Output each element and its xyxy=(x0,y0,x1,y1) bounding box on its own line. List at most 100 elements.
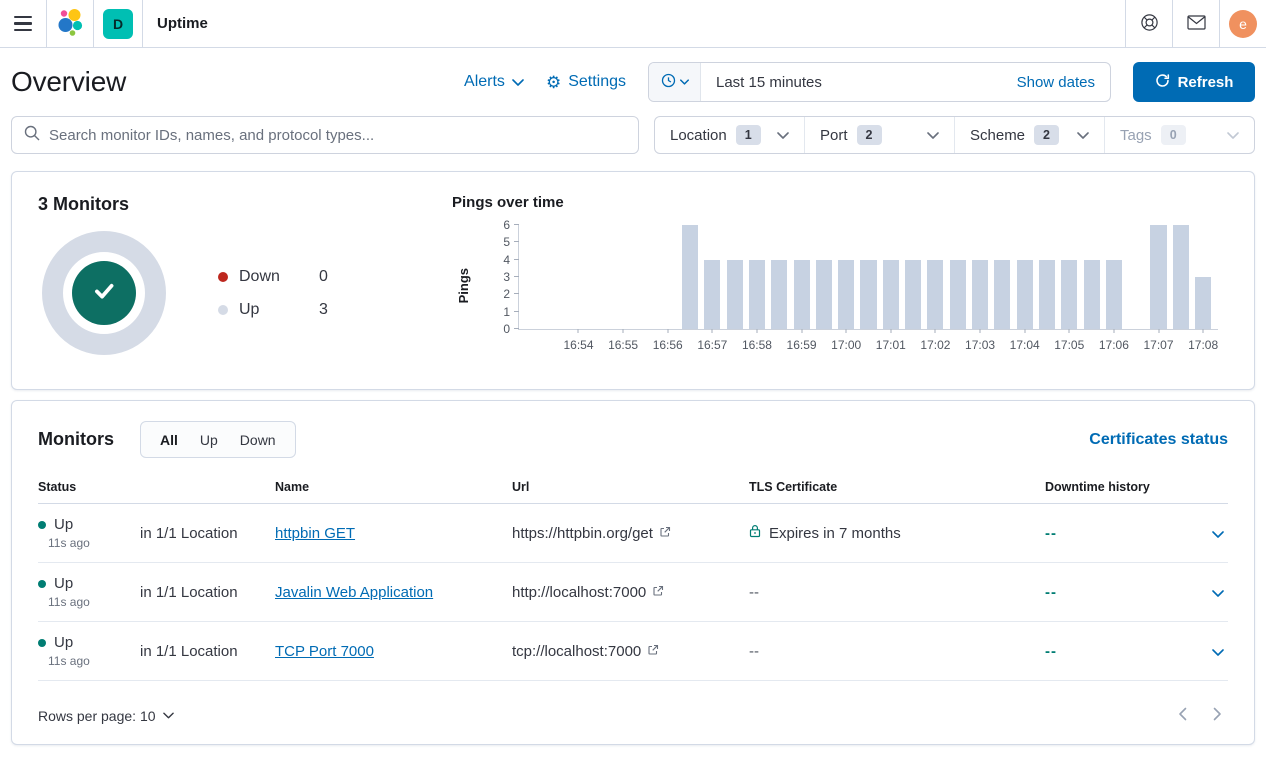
ping-bar xyxy=(1038,259,1055,329)
filter-label: Tags xyxy=(1120,126,1152,144)
x-axis-tick: 16:59 xyxy=(786,338,817,352)
top-navigation: D Uptime e xyxy=(0,0,1266,48)
monitor-name-link[interactable]: Javalin Web Application xyxy=(275,583,434,601)
tab-all[interactable]: All xyxy=(149,424,189,456)
ping-bar xyxy=(681,225,699,329)
menu-button[interactable] xyxy=(0,0,46,47)
help-icon xyxy=(1140,13,1159,35)
ping-bar xyxy=(748,259,765,329)
downtime-cell: -- xyxy=(1045,642,1057,660)
filter-tags[interactable]: Tags 0 xyxy=(1104,117,1254,153)
y-axis-tick: 4 xyxy=(503,252,510,267)
expand-row-button[interactable] xyxy=(1208,581,1228,604)
snapshot-panel: 3 Monitors Down 0 xyxy=(11,171,1255,390)
url-cell: tcp://localhost:7000 xyxy=(512,643,749,660)
x-axis-tick: 17:00 xyxy=(831,338,862,352)
show-dates-button[interactable]: Show dates xyxy=(1017,74,1110,91)
avatar: e xyxy=(1229,9,1257,38)
monitor-url-link[interactable]: tcp://localhost:7000 xyxy=(512,642,642,660)
ping-bar xyxy=(972,259,989,329)
chart-y-axis-label: Pings xyxy=(456,268,471,304)
status-ago: 11s ago xyxy=(48,595,90,609)
search-input[interactable] xyxy=(49,126,626,144)
search-icon xyxy=(24,125,40,146)
y-axis-tick-mark xyxy=(514,224,519,225)
expand-row-button[interactable] xyxy=(1208,522,1228,545)
ping-bar xyxy=(771,259,788,329)
up-status-icon xyxy=(38,579,46,588)
refresh-icon xyxy=(1155,73,1170,92)
up-status-icon xyxy=(38,638,46,647)
certificates-status-link[interactable]: Certificates status xyxy=(1089,430,1228,448)
next-page-button[interactable] xyxy=(1213,707,1222,724)
y-axis-tick: 6 xyxy=(503,218,510,232)
ping-bar xyxy=(905,259,922,329)
y-axis-tick-mark xyxy=(514,293,519,295)
monitor-name-link[interactable]: TCP Port 7000 xyxy=(275,642,374,660)
tab-up[interactable]: Up xyxy=(189,424,229,456)
tab-down[interactable]: Down xyxy=(229,424,287,456)
newsfeed-button[interactable] xyxy=(1173,0,1219,47)
location-cell: in 1/1 Location xyxy=(140,642,238,660)
x-axis-tick-mark xyxy=(845,329,847,333)
col-name: Name xyxy=(275,480,310,494)
x-axis-tick-mark xyxy=(979,329,981,333)
tls-empty-text: -- xyxy=(749,583,759,601)
monitor-url-link[interactable]: https://httpbin.org/get xyxy=(512,524,653,542)
monitor-url-link[interactable]: http://localhost:7000 xyxy=(512,583,647,601)
filter-scheme[interactable]: Scheme 2 xyxy=(954,117,1104,153)
expand-row-button[interactable] xyxy=(1208,640,1228,663)
space-switcher[interactable]: D xyxy=(103,8,133,39)
table-row: Up 11s ago in 1/1 Location Javalin Web Appl… xyxy=(38,563,1228,622)
x-axis-tick-mark xyxy=(1024,329,1026,333)
monitor-name-link[interactable]: httpbin GET xyxy=(275,524,356,542)
filter-count-badge: 2 xyxy=(1034,125,1060,145)
status-text: Up xyxy=(54,575,74,592)
ping-bar xyxy=(838,259,855,329)
tls-cell: -- xyxy=(749,584,1045,601)
page-toolbar: Overview Alerts ⚙ Settings La xyxy=(0,48,1266,110)
ping-bar xyxy=(1172,225,1189,329)
ping-bar xyxy=(815,259,832,329)
monitors-count-title: 3 Monitors xyxy=(38,194,130,214)
filter-location[interactable]: Location 1 xyxy=(655,117,804,153)
x-axis-tick-mark xyxy=(577,329,579,333)
refresh-button[interactable]: Refresh xyxy=(1133,62,1255,102)
x-axis-tick-mark xyxy=(1158,329,1159,333)
ping-bar xyxy=(927,259,944,329)
x-axis-tick: 17:05 xyxy=(1054,338,1085,352)
quick-select-button[interactable] xyxy=(649,63,701,101)
ping-bar xyxy=(994,259,1011,329)
ping-bar xyxy=(1150,225,1167,329)
rows-per-page-button[interactable]: Rows per page: 10 xyxy=(38,708,174,724)
y-axis-tick: 1 xyxy=(503,304,510,319)
ping-bar xyxy=(726,259,743,329)
settings-button[interactable]: ⚙ Settings xyxy=(545,72,626,92)
up-count: 3 xyxy=(319,300,328,318)
tls-expiry-text: Expires in 7 months xyxy=(769,524,901,542)
x-axis-tick-mark xyxy=(801,329,803,333)
filter-port[interactable]: Port 2 xyxy=(804,117,954,153)
alerts-dropdown[interactable]: Alerts xyxy=(464,73,524,91)
time-range-value[interactable]: Last 15 minutes xyxy=(701,74,822,91)
table-row: Up 11s ago in 1/1 Location httpbin GET https… xyxy=(38,504,1228,563)
x-axis-tick-mark xyxy=(1113,329,1115,333)
x-axis-tick-mark xyxy=(622,329,624,333)
up-dot-icon xyxy=(218,304,228,315)
user-menu-button[interactable]: e xyxy=(1220,0,1266,47)
y-axis-tick: 3 xyxy=(503,270,510,284)
help-button[interactable] xyxy=(1126,0,1172,47)
nav-divider xyxy=(142,0,143,47)
external-link-icon xyxy=(652,584,664,601)
status-ago: 11s ago xyxy=(48,536,90,550)
x-axis-tick: 16:56 xyxy=(652,338,683,352)
prev-page-button[interactable] xyxy=(1178,707,1187,724)
x-axis-tick: 17:04 xyxy=(1009,338,1040,352)
tls-empty-text: -- xyxy=(749,642,759,660)
external-link-icon xyxy=(659,525,671,542)
x-axis-tick-mark xyxy=(667,329,669,333)
tls-cell: Expires in 7 months xyxy=(749,524,1045,542)
nav-divider xyxy=(1125,0,1126,47)
elastic-home-button[interactable] xyxy=(47,0,93,47)
status-filter-tabs: All Up Down xyxy=(140,421,296,458)
